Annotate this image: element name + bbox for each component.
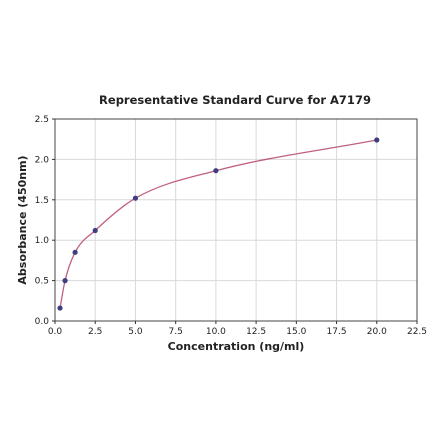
x-tick-label: 5.0 xyxy=(128,327,143,337)
data-point xyxy=(57,305,63,311)
y-axis-label: Absorbance (450nm) xyxy=(16,155,29,284)
x-tick-label: 7.5 xyxy=(169,327,183,337)
x-tick-label: 0.0 xyxy=(48,327,63,337)
data-points xyxy=(57,137,380,311)
axis-ticks: 0.0 2.5 5.0 7.5 10.0 12.5 15.0 17.5 20.0 22.5 0.0 0… xyxy=(35,115,427,337)
grid xyxy=(54,118,418,322)
plot-frame xyxy=(54,118,418,322)
data-point xyxy=(72,249,78,255)
data-point xyxy=(374,137,380,143)
y-tick-label: 1.5 xyxy=(35,196,49,206)
y-tick-label: 1.0 xyxy=(35,236,50,246)
data-point xyxy=(92,227,98,234)
x-tick-label: 12.5 xyxy=(246,327,266,337)
chart-title: Representative Standard Curve for A7179 xyxy=(99,93,371,107)
x-tick-label: 20.0 xyxy=(367,327,387,337)
data-point xyxy=(132,195,139,201)
y-tick-label: 0.5 xyxy=(35,277,49,287)
x-tick-label: 22.5 xyxy=(407,327,427,337)
x-tick-label: 10.0 xyxy=(206,327,226,337)
x-tick-label: 17.5 xyxy=(327,327,347,337)
y-tick-label: 2.5 xyxy=(35,115,49,125)
fit-curve xyxy=(59,139,377,309)
y-tick-label: 2.0 xyxy=(35,155,50,165)
y-tick-label: 0.0 xyxy=(35,317,50,327)
data-point xyxy=(62,278,68,284)
x-tick-label: 15.0 xyxy=(286,327,306,337)
x-tick-label: 2.5 xyxy=(88,327,102,337)
x-axis-label: Concentration (ng/ml) xyxy=(168,340,305,353)
data-point xyxy=(213,168,219,174)
